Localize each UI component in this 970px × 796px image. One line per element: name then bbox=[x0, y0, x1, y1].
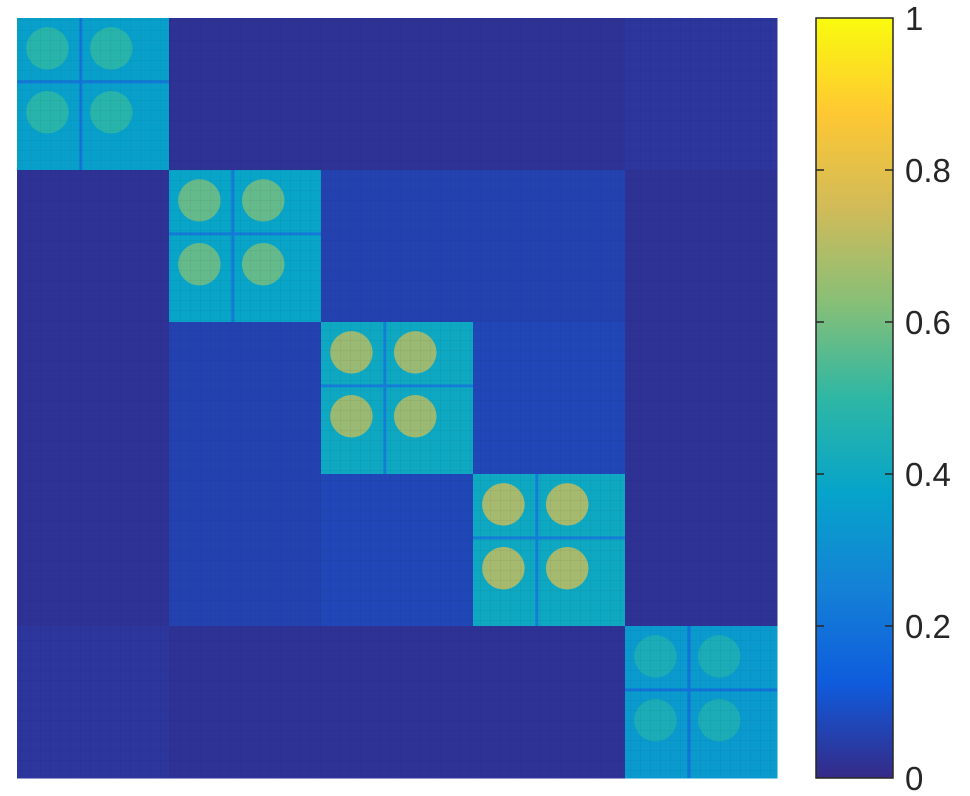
colorbar-frame bbox=[815, 17, 894, 779]
colorbar-tick-label: 1 bbox=[905, 0, 923, 37]
heatmap-texture bbox=[17, 18, 777, 778]
colorbar-tick-label: 0.8 bbox=[905, 152, 951, 189]
colorbar-tick-label: 0.4 bbox=[905, 456, 951, 493]
colorbar-tick-label: 0.2 bbox=[905, 608, 951, 645]
colorbar-tick-label: 0.6 bbox=[905, 304, 951, 341]
colorbar-tick-label: 0 bbox=[905, 760, 923, 796]
heatmap-matrix bbox=[17, 18, 778, 779]
colorbar-gradient bbox=[816, 18, 893, 778]
colorbar: 0 0.2 0.4 0.6 0.8 1 bbox=[815, 0, 951, 796]
